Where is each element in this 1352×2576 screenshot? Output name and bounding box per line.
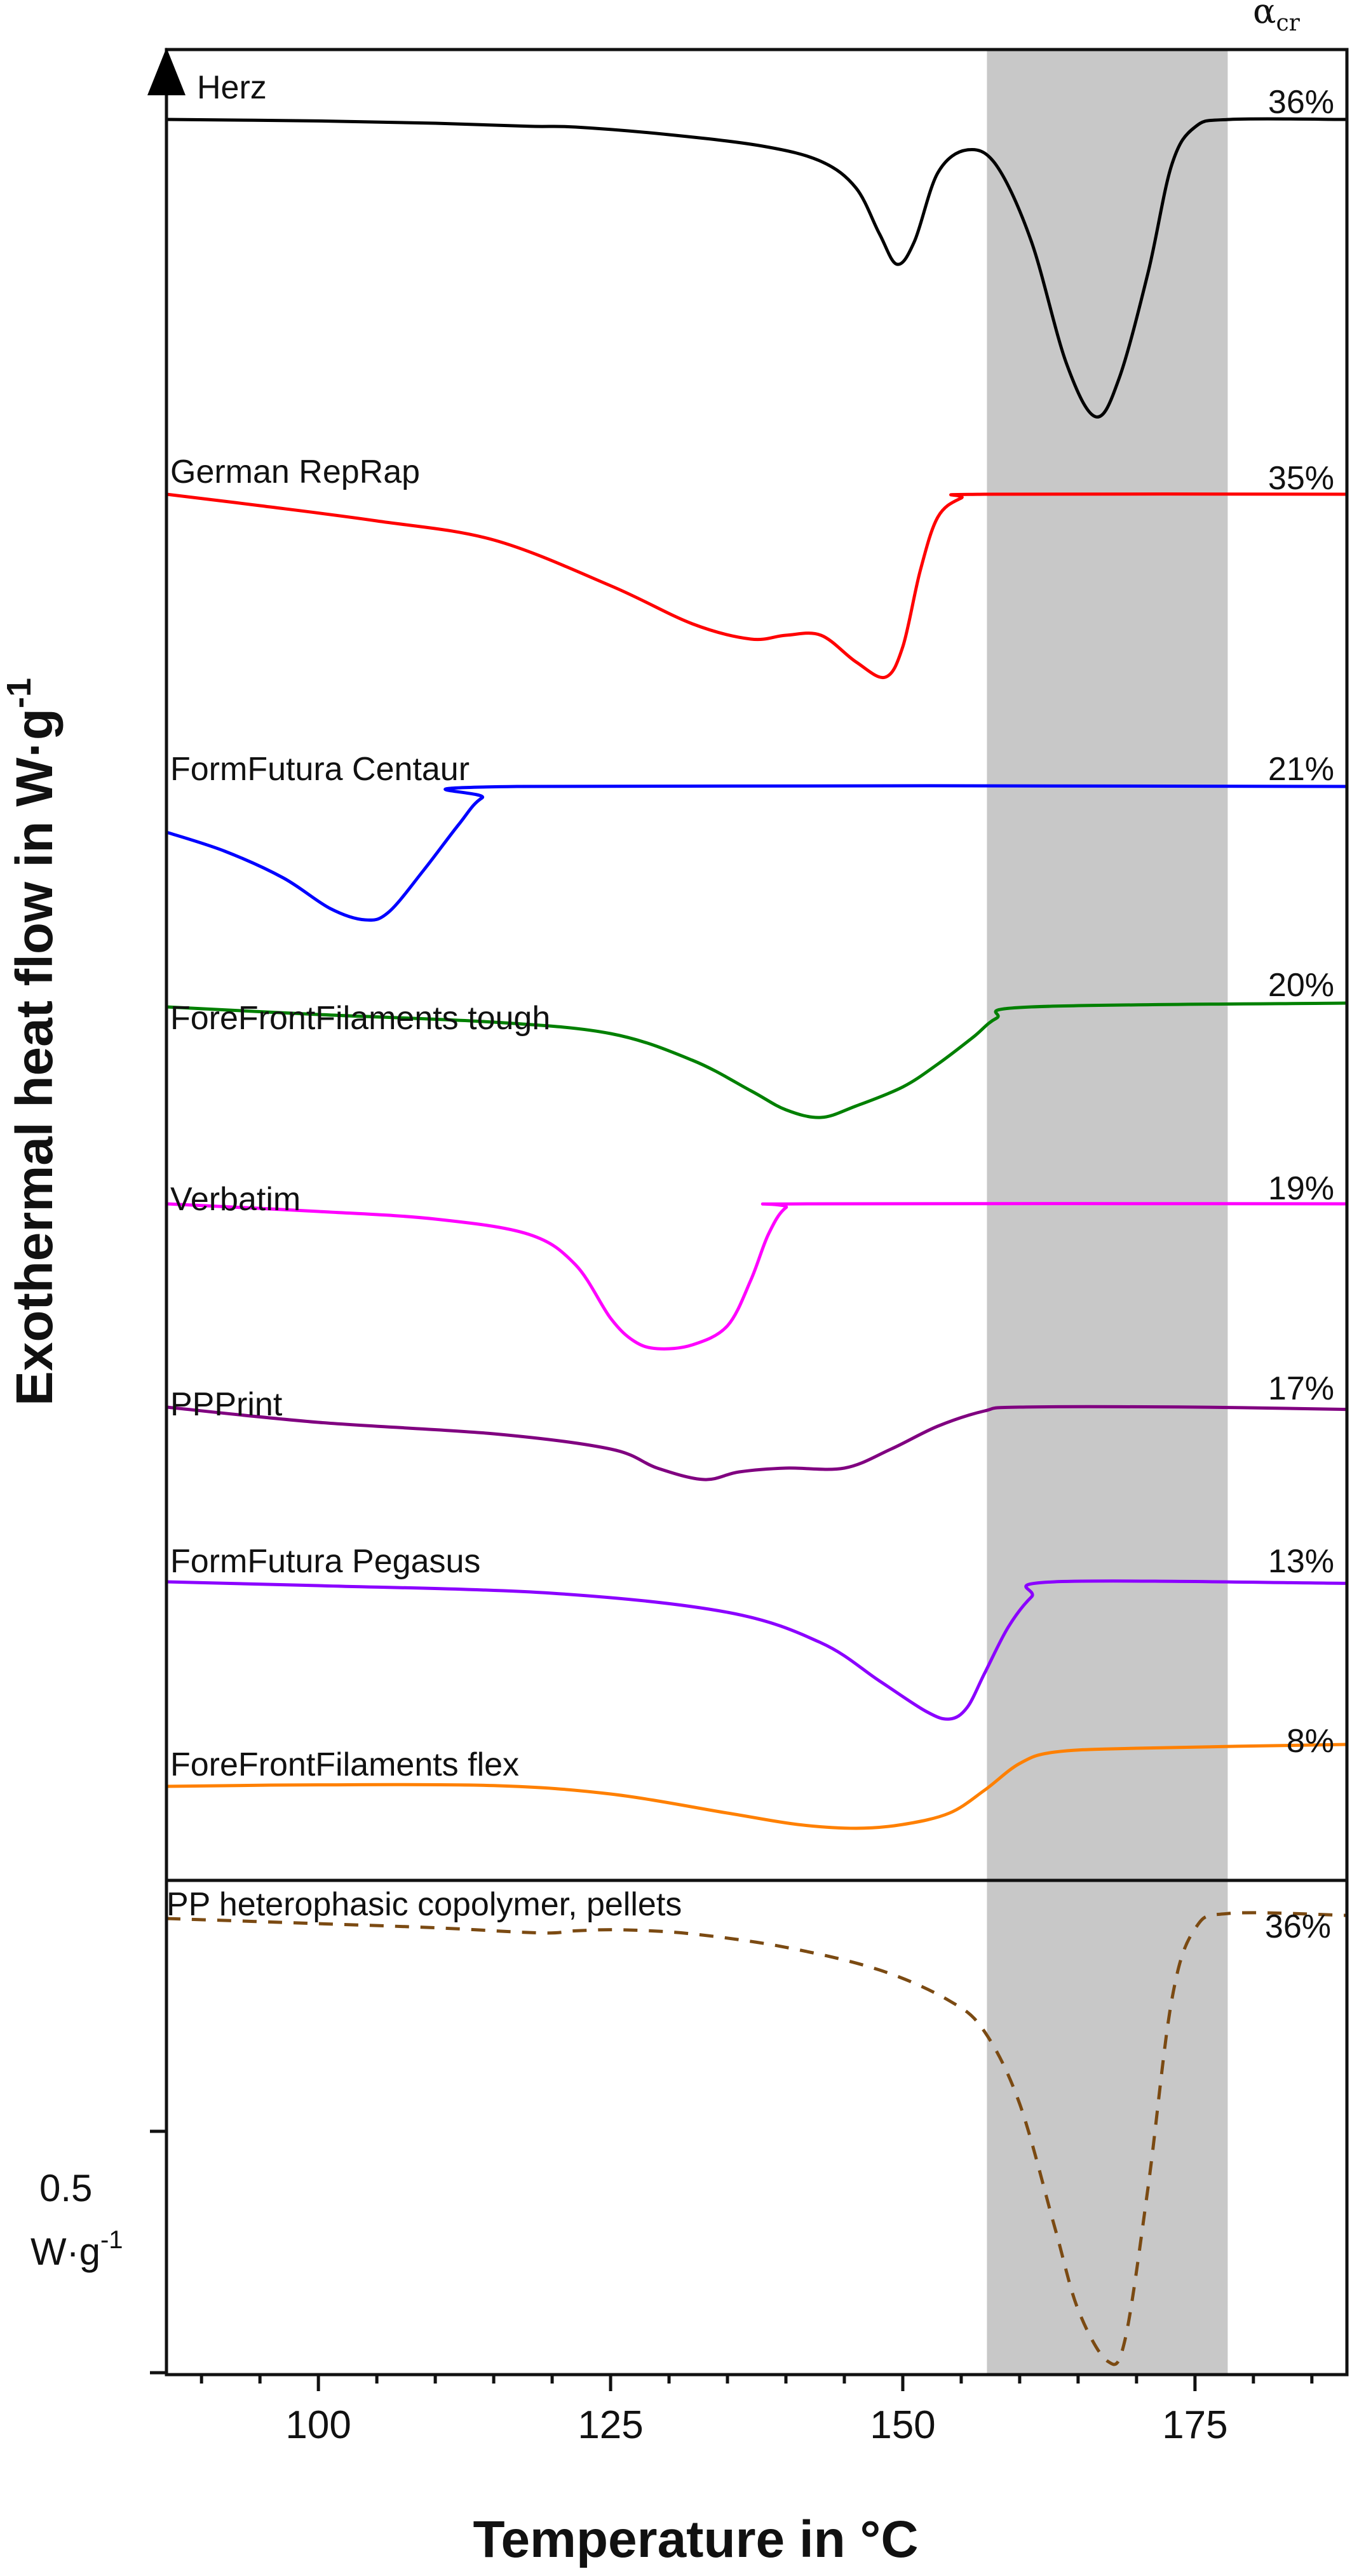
crystallinity-label-ppprint: 17% [1268,1370,1334,1407]
series-label-verbatim: Verbatim [170,1181,301,1218]
x-tick-label: 100 [285,2403,351,2447]
series-line-formfutura-pegasus [166,1579,1348,1721]
series-label-german-reprap: German RepRap [170,454,420,490]
series-line-verbatim [166,1202,1348,1351]
series-label-ppprint: PPPrint [170,1386,283,1423]
alpha-cr-subscript: cr [1276,10,1300,36]
x-tick-label: 175 [1162,2403,1227,2447]
series-line-forefrontfilaments-flex [166,1743,1348,1830]
series-line-ppprint [166,1405,1348,1481]
series-label-forefrontfilaments-flex: ForeFrontFilaments flex [170,1746,519,1783]
alpha-cr-label: αcr [1253,0,1301,36]
series-label-forefrontfilaments-tough: ForeFrontFilaments tough [170,1000,550,1037]
scale-bar-value: 0.5 [39,2167,92,2209]
series-line-formfutura-centaur [166,784,1348,922]
curves-group [166,117,1348,2366]
x-tick-label: 125 [578,2403,643,2447]
y-axis-arrow [147,48,186,95]
plot-frame [165,48,1349,2377]
crystallinity-label-formfutura-pegasus: 13% [1268,1543,1334,1580]
series-line-herz [166,117,1348,419]
x-tick-label: 150 [870,2403,935,2447]
crystallinity-label-verbatim: 19% [1268,1170,1334,1207]
series-label-herz: Herz [197,69,267,106]
crystallinity-label-german-reprap: 35% [1268,460,1334,497]
x-axis-title: Temperature in °C [473,2511,918,2568]
crystallinity-label-forefrontfilaments-flex: 8% [1287,1723,1334,1760]
series-label-pp-heterophasic-copolymer-pellets: PP heterophasic copolymer, pellets [166,1886,682,1923]
series-label-formfutura-centaur: FormFutura Centaur [170,751,470,788]
series-line-german-reprap [166,492,1348,680]
crystallinity-label-pp-heterophasic-copolymer-pellets: 36% [1265,1908,1331,1945]
crystallinity-label-formfutura-centaur: 21% [1268,751,1334,788]
y-axis-title: Exothermal heat flow in W·g-1 [0,678,64,1406]
series-label-formfutura-pegasus: FormFutura Pegasus [170,1543,480,1580]
series-line-pp-heterophasic-copolymer-pellets [166,1911,1348,2366]
series-labels-group: Herz 36% German RepRap 35% FormFutura Centau… [166,69,1334,1945]
shaded-temperature-range [987,50,1228,2375]
scale-bar-unit: W·g-1 [30,2226,123,2273]
y-axis-title-sup: -1 [0,678,38,708]
scale-bar-unit-sup: -1 [100,2226,123,2254]
x-ticks-group: 100 125 150 175 [199,2375,1314,2447]
crystallinity-label-forefrontfilaments-tough: 20% [1268,967,1334,1004]
crystallinity-label-herz: 36% [1268,84,1334,121]
series-line-forefrontfilaments-tough [166,1001,1348,1119]
